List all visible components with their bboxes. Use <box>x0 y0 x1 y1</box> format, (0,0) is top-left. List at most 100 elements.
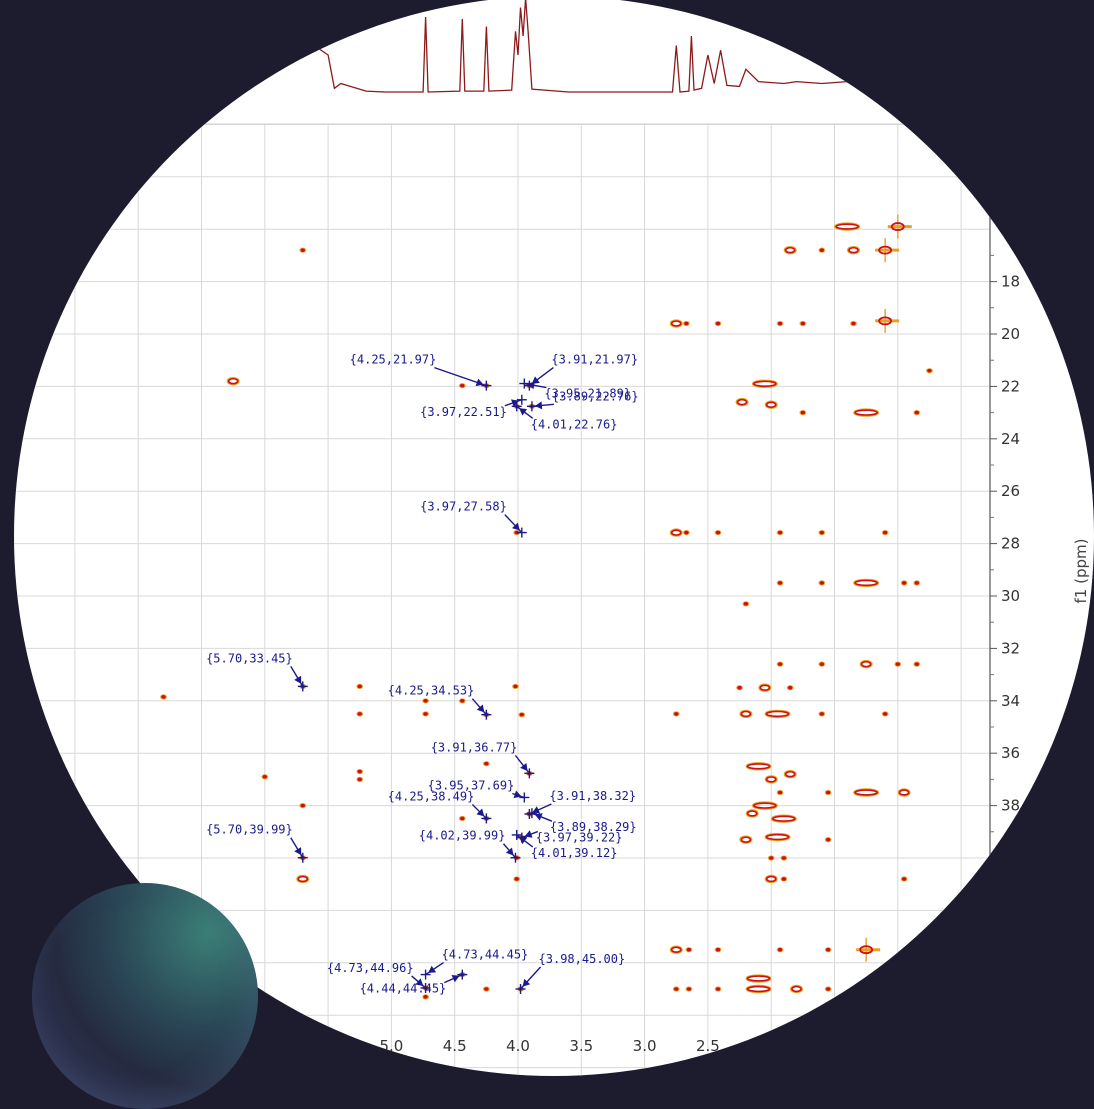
contour-peak <box>736 685 743 691</box>
contour-peak <box>850 320 857 327</box>
annotation-label: {4.25,34.53} <box>388 684 475 698</box>
contour-peak <box>356 711 364 717</box>
contour-peak <box>160 694 167 700</box>
peak-annotation: {4.01,22.76} <box>511 401 618 431</box>
annotation-label: {3.97,27.58} <box>420 500 507 514</box>
contour-peak <box>513 529 521 536</box>
contour-peak <box>926 368 933 374</box>
contour-peak <box>682 529 690 536</box>
contour-peak <box>226 376 240 386</box>
contour-peak <box>818 247 826 253</box>
contour-peak <box>894 661 902 667</box>
contour-peak <box>824 837 832 843</box>
contour-peak <box>770 814 797 823</box>
y-tick-label: 26 <box>1001 482 1020 500</box>
contour-peak <box>875 308 900 333</box>
contour-peak <box>764 832 791 842</box>
contour-peak <box>518 712 526 718</box>
x-tick-label: 3.0 <box>633 1037 657 1055</box>
x-tick-label: 5.0 <box>379 1037 403 1055</box>
contour-peak <box>913 580 921 586</box>
y-tick-label: 38 <box>1001 797 1020 815</box>
contour-peak <box>669 528 683 537</box>
contour-peak <box>261 774 269 780</box>
peak-annotation: {5.70,33.45} <box>206 651 308 692</box>
annotation-label: {3.95,37.69} <box>428 778 515 792</box>
contour-peak <box>685 947 693 953</box>
peak-annotation: {3.91,38.32} <box>524 789 636 819</box>
y-axis-label: f1 (ppm) <box>1072 539 1090 604</box>
contour-peak <box>685 986 693 992</box>
y-tick-label: 28 <box>1001 535 1020 553</box>
contour-peak <box>422 698 429 704</box>
peak-annotation: {4.01,39.12} <box>511 829 617 860</box>
contour-peak <box>745 984 772 994</box>
contour-peak <box>881 711 889 717</box>
contour-peak <box>783 245 797 255</box>
peak-annotation: {3.89,22.76} <box>526 389 639 412</box>
contour-peak <box>818 661 826 667</box>
y-tick-label: 34 <box>1001 692 1020 710</box>
contour-peak <box>776 580 784 586</box>
peak-annotation: {3.97,22.51} <box>420 394 527 419</box>
peak-annotation: {4.25,38.49} <box>388 789 492 824</box>
contour-peak <box>735 397 749 407</box>
contour-peak <box>824 986 832 992</box>
peak-annotation: {3.89,38.29} <box>526 808 637 834</box>
contour-peak <box>764 400 778 409</box>
contour-peak <box>767 855 775 861</box>
contour-peak <box>786 685 794 691</box>
contour-peak <box>764 709 791 719</box>
contour-peak <box>853 578 880 588</box>
contour-peak <box>758 683 772 692</box>
contour-peak <box>776 529 784 536</box>
contour-peak <box>745 809 759 818</box>
annotation-label: {3.91,36.77} <box>431 740 518 754</box>
contour-peak <box>742 601 750 607</box>
contour-peak <box>296 874 310 884</box>
contour-peak <box>422 711 429 717</box>
contour-peak <box>672 986 680 992</box>
contour-peak <box>790 984 804 994</box>
annotation-label: {4.01,22.76} <box>531 417 618 431</box>
contour-peak <box>356 768 364 775</box>
y-tick-label: 22 <box>1001 377 1020 395</box>
contour-peak <box>682 320 690 327</box>
contour-peak <box>482 986 490 992</box>
contour-peak <box>739 835 753 844</box>
peak-layer <box>160 214 933 1000</box>
contour-peak <box>834 222 861 231</box>
contour-peak <box>853 788 880 797</box>
contour-peak <box>714 320 722 327</box>
contour-peak <box>672 711 680 717</box>
contour-peak <box>783 769 797 779</box>
nmr-contour-chart[interactable]: {4.25,21.97} {3.91,21.97}{3.89,22.76}{3.9… <box>14 0 1094 1076</box>
contour-peak <box>818 529 826 536</box>
contour-peak <box>751 801 778 810</box>
x-tick-label: 3.5 <box>569 1037 593 1055</box>
contour-peak <box>299 803 307 809</box>
contour-peak <box>818 711 826 717</box>
contour-peak <box>824 789 832 796</box>
contour-peak <box>799 320 807 327</box>
contour-peak <box>875 238 900 263</box>
peak-annotation: {4.73,44.96} <box>327 961 431 993</box>
contour-peak <box>853 408 880 417</box>
annotation-label: {3.97,39.22} <box>536 831 623 845</box>
contour-peak <box>887 214 912 239</box>
annotation-label: {4.25,38.49} <box>388 789 475 803</box>
peak-annotation: {3.98,45.00} <box>515 952 626 994</box>
contour-peak <box>776 320 784 327</box>
contour-peak <box>900 580 908 586</box>
contour-peak <box>356 776 364 783</box>
annotation-label: {3.89,22.76} <box>552 389 639 403</box>
annotation-label: {3.98,45.00} <box>539 952 626 966</box>
annotation-label: {3.95,21.89} <box>544 387 631 401</box>
contour-peak <box>764 874 778 884</box>
contour-peak <box>818 580 826 586</box>
contour-peak <box>458 698 466 704</box>
contour-peak <box>714 947 722 953</box>
y-tick-label: 24 <box>1001 430 1020 448</box>
contour-peak <box>356 683 364 689</box>
peak-annotation: {4.25,34.53} <box>388 684 492 720</box>
